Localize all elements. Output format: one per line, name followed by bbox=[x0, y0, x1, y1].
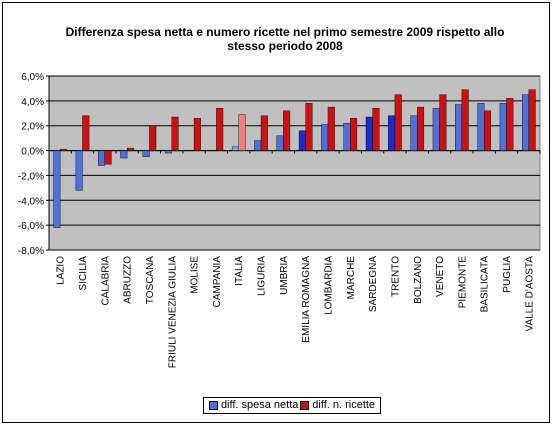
category-label-valle-d-aosta: VALLE D'AOSTA bbox=[524, 256, 535, 332]
bar-diff-spesa-netta-marche bbox=[343, 123, 351, 151]
bar-diff-spesa-netta-umbria bbox=[276, 135, 284, 151]
bar-diff-spesa-netta-italia bbox=[231, 146, 239, 151]
y-tick-label: 2,0% bbox=[21, 122, 44, 133]
category-label-campania: CAMPANIA bbox=[212, 256, 223, 308]
category-label-lombardia: LOMBARDIA bbox=[323, 256, 334, 315]
legend-label-spesa: diff. spesa netta bbox=[220, 399, 299, 411]
bar-diff-spesa-netta-lombardia bbox=[321, 124, 329, 151]
bar-diff-n-ricette-basilicata bbox=[484, 110, 492, 151]
bar-diff-n-ricette-campania bbox=[216, 108, 224, 151]
category-label-calabria: CALABRIA bbox=[100, 256, 111, 306]
bar-diff-n-ricette-lazio bbox=[59, 149, 67, 151]
bar-diff-n-ricette-marche bbox=[350, 118, 358, 151]
legend-item-ricette: diff. n. ricette bbox=[300, 397, 375, 414]
chart-title-line2: stesso periodo 2008 bbox=[227, 39, 343, 53]
bar-diff-spesa-netta-veneto bbox=[432, 108, 440, 151]
bar-diff-spesa-netta-puglia bbox=[499, 103, 507, 151]
bar-diff-n-ricette-toscana bbox=[149, 125, 157, 151]
category-label-puglia: PUGLIA bbox=[502, 256, 513, 293]
bar-diff-spesa-netta-sardegna bbox=[365, 116, 373, 151]
bar-diff-spesa-netta-abruzzo bbox=[120, 150, 128, 159]
bar-diff-n-ricette-liguria bbox=[260, 115, 268, 151]
category-label-marche: MARCHE bbox=[346, 256, 357, 300]
category-label-sardegna: SARDEGNA bbox=[368, 256, 379, 312]
y-tick-label: -8,0% bbox=[18, 246, 44, 257]
bar-diff-n-ricette-molise bbox=[193, 118, 201, 151]
bar-diff-n-ricette-friuli-venezia-giulia bbox=[171, 116, 179, 151]
bar-diff-spesa-netta-friuli-venezia-giulia bbox=[164, 150, 172, 154]
category-label-abruzzo: ABRUZZO bbox=[123, 256, 134, 304]
bar-diff-n-ricette-abruzzo bbox=[126, 147, 134, 151]
bar-diff-spesa-netta-calabria bbox=[97, 150, 105, 166]
category-label-liguria: LIGURIA bbox=[257, 256, 268, 296]
category-label-emilia-romagna: EMILIA ROMAGNA bbox=[301, 256, 312, 343]
bar-diff-n-ricette-sardegna bbox=[372, 108, 380, 151]
category-label-friuli-venezia-giulia: FRIULI VENEZIA GIULIA bbox=[167, 256, 178, 369]
y-tick-label: 6,0% bbox=[21, 72, 44, 83]
bar-diff-spesa-netta-piemonte bbox=[455, 104, 463, 151]
bar-diff-spesa-netta-valle-d-aosta bbox=[522, 94, 530, 151]
legend: diff. spesa netta diff. n. ricette bbox=[203, 397, 381, 414]
bar-diff-n-ricette-veneto bbox=[439, 94, 447, 151]
legend-swatch-ricette bbox=[300, 401, 310, 410]
bar-diff-n-ricette-valle-d-aosta bbox=[528, 89, 536, 151]
category-label-basilicata: BASILICATA bbox=[480, 256, 491, 313]
bar-diff-spesa-netta-bolzano bbox=[410, 115, 418, 151]
category-label-italia: ITALIA bbox=[234, 256, 245, 286]
category-label-piemonte: PIEMONTE bbox=[457, 256, 468, 309]
legend-swatch-spesa bbox=[208, 401, 218, 410]
bar-diff-spesa-netta-liguria bbox=[254, 140, 262, 151]
bar-diff-n-ricette-italia bbox=[238, 114, 246, 151]
bar-diff-spesa-netta-emilia-romagna bbox=[298, 130, 306, 151]
y-tick-label: 0,0% bbox=[21, 147, 44, 158]
bar-diff-n-ricette-bolzano bbox=[417, 106, 425, 151]
category-label-veneto: VENETO bbox=[435, 256, 446, 297]
bar-diff-spesa-netta-trento bbox=[388, 115, 396, 151]
legend-label-ricette: diff. n. ricette bbox=[312, 399, 376, 411]
bar-diff-n-ricette-lombardia bbox=[327, 106, 335, 151]
category-label-sicilia: SICILIA bbox=[78, 256, 89, 291]
bar-diff-n-ricette-calabria bbox=[104, 150, 112, 165]
y-tick-label: -4,0% bbox=[18, 196, 44, 207]
y-tick-label: 4,0% bbox=[21, 97, 44, 108]
y-tick-label: -6,0% bbox=[18, 221, 44, 232]
y-tick-label: -2,0% bbox=[18, 171, 44, 182]
bar-diff-n-ricette-sicilia bbox=[82, 115, 90, 151]
bar-diff-n-ricette-piemonte bbox=[461, 89, 469, 151]
category-label-trento: TRENTO bbox=[390, 256, 401, 297]
bar-diff-spesa-netta-basilicata bbox=[477, 103, 485, 151]
category-label-toscana: TOSCANA bbox=[145, 256, 156, 304]
category-label-lazio: LAZIO bbox=[56, 256, 67, 285]
chart-title: Differenza spesa netta e numero ricette … bbox=[40, 25, 530, 53]
category-label-umbria: UMBRIA bbox=[279, 256, 290, 295]
bar-diff-n-ricette-trento bbox=[394, 94, 402, 151]
legend-item-spesa: diff. spesa netta bbox=[208, 397, 299, 414]
bar-diff-n-ricette-umbria bbox=[283, 110, 291, 151]
category-label-molise: MOLISE bbox=[190, 256, 201, 294]
bar-diff-spesa-netta-lazio bbox=[53, 150, 61, 228]
bar-diff-spesa-netta-toscana bbox=[142, 150, 150, 157]
bar-diff-n-ricette-puglia bbox=[506, 98, 514, 151]
category-label-bolzano: BOLZANO bbox=[413, 256, 424, 304]
chart-title-line1: Differenza spesa netta e numero ricette … bbox=[65, 25, 505, 39]
bar-diff-n-ricette-emilia-romagna bbox=[305, 103, 313, 151]
bar-diff-spesa-netta-sicilia bbox=[75, 150, 83, 191]
